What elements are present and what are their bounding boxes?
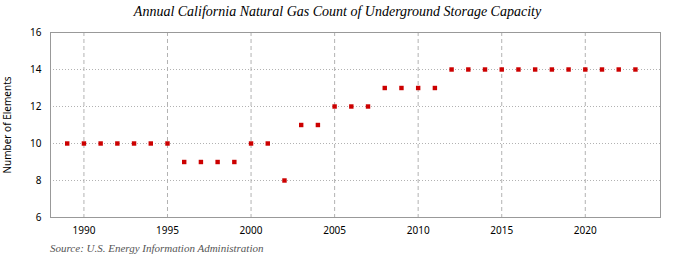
html-text:Source: U.S. Energy Informatio: Source: U.S. Energy Information Administ… [50,242,264,254]
svg-text:10: 10 [30,136,42,150]
svg-text:2010: 2010 [407,223,430,237]
svg-text:2020: 2020 [574,223,597,237]
svg-text:2015: 2015 [490,223,513,237]
svg-text:8: 8 [36,173,42,187]
svg-text:1995: 1995 [156,223,179,237]
svg-text:1990: 1990 [72,223,95,237]
svg-text:12: 12 [30,99,42,113]
svg-text:2000: 2000 [240,223,263,237]
svg-text:16: 16 [30,25,42,39]
svg-text:Number of Elements: Number of Elements [0,76,14,173]
svg-text:2005: 2005 [323,223,346,237]
svg-text:6: 6 [36,210,42,224]
html-text:Annual California Natural Gas: Annual California Natural Gas Count of U… [133,4,542,19]
svg-text:14: 14 [30,62,42,76]
